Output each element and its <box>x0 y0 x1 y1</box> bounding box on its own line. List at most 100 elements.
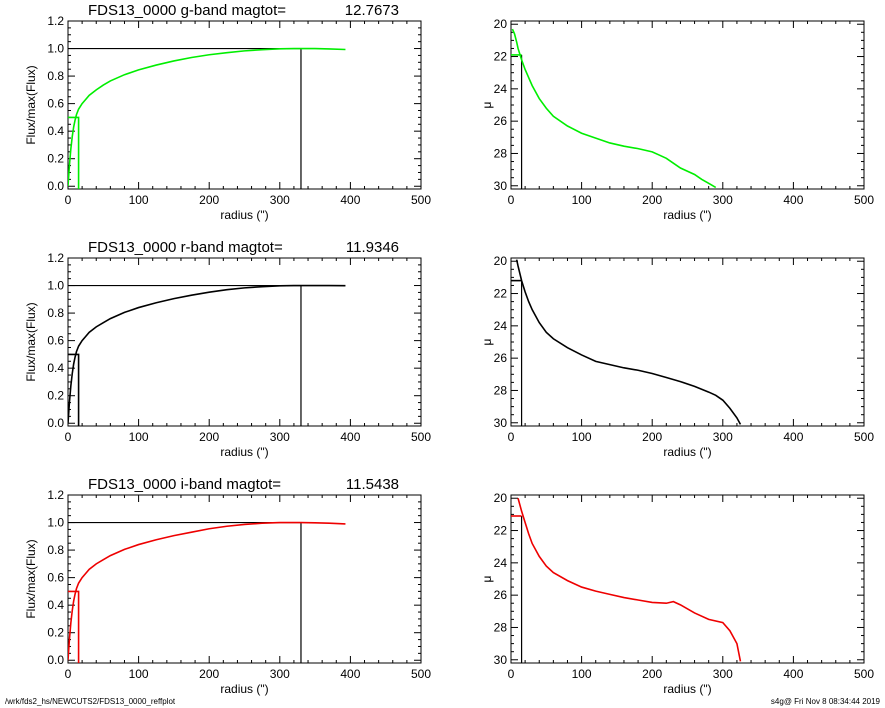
panel-5-y-tick-label: 0.4 <box>47 598 64 612</box>
panel-2-y-tick-label: 30 <box>494 179 508 193</box>
panel-5-x-tick-label: 300 <box>270 667 290 681</box>
panel-1-x-axis-label: radius (") <box>220 208 268 222</box>
panel-1-x-tick-label: 200 <box>199 193 219 207</box>
panel-4-x-tick-label: 200 <box>642 430 662 444</box>
panel-6-x-tick-label: 100 <box>572 667 592 681</box>
panel-3-x-tick-label: 300 <box>270 430 290 444</box>
panel-6-x-tick-label: 500 <box>854 667 874 681</box>
panel-1-y-tick-label: 0.8 <box>47 69 64 83</box>
panel-1-x-tick-label: 100 <box>129 193 149 207</box>
panel-3-total-flux-marker <box>68 284 302 426</box>
panel-5-x-tick-label: 100 <box>129 667 149 681</box>
panel-1-y-tick-label: 0.2 <box>47 152 64 166</box>
panel-4-x-tick-label: 100 <box>572 430 592 444</box>
panel-6-x-tick-label: 400 <box>783 667 803 681</box>
panel-2-x-tick-label: 200 <box>642 193 662 207</box>
panel-4-profile-line <box>515 259 742 425</box>
panel-5-y-tick-label: 0.2 <box>47 626 64 640</box>
panel-4-axes-frame <box>510 257 865 427</box>
panel-3-x-tick-label: 200 <box>199 430 219 444</box>
panel-1-y-tick-label: 0.4 <box>47 124 64 138</box>
panel-3-axes-frame <box>67 257 422 427</box>
panel-4-x-tick-label: 0 <box>508 430 515 444</box>
panel-2-x-axis-label: radius (") <box>663 208 711 222</box>
panel-3-y-tick-label: 0.2 <box>47 389 64 403</box>
panel-1-title-value: 12.7673 <box>345 2 399 19</box>
panel-2-y-tick-label: 20 <box>494 17 508 31</box>
panel-1-y-axis-label: Flux/max(Flux) <box>24 65 38 144</box>
panel-5-axes-frame <box>67 494 422 664</box>
panel-6-profile-line <box>517 498 742 662</box>
panel-4-y-tick-label: 26 <box>494 351 508 365</box>
panel-6-y-tick-label: 26 <box>494 588 508 602</box>
panel-6-x-tick-label: 0 <box>508 667 515 681</box>
panel-6-y-tick-label: 30 <box>494 653 508 667</box>
panel-2-y-tick-label: 24 <box>494 82 508 96</box>
panel-6-x-axis-label: radius (") <box>663 682 711 696</box>
panel-1-x-tick-label: 300 <box>270 193 290 207</box>
panel-3-title: FDS13_0000 r-band magtot= <box>88 239 283 256</box>
panel-4-x-tick-label: 400 <box>783 430 803 444</box>
panel-2-y-tick-label: 26 <box>494 114 508 128</box>
panel-4-y-tick-label: 22 <box>494 287 508 301</box>
panel-5-x-tick-label: 400 <box>340 667 360 681</box>
panel-2-axes-frame <box>510 20 865 190</box>
panel-5-x-tick-label: 200 <box>199 667 219 681</box>
panel-2-x-tick-label: 100 <box>572 193 592 207</box>
panel-6-y-tick-label: 28 <box>494 620 508 634</box>
panel-5-half-light-marker <box>68 590 80 663</box>
panel-5-y-tick-label: 0.6 <box>47 571 64 585</box>
panel-3-y-tick-label: 0.8 <box>47 306 64 320</box>
panel-3-x-tick-label: 500 <box>411 430 431 444</box>
panel-4-x-tick-label: 500 <box>854 430 874 444</box>
panel-3-x-tick-label: 400 <box>340 430 360 444</box>
panel-1-y-tick-label: 1.2 <box>47 14 64 28</box>
panel-4-y-tick-label: 24 <box>494 319 508 333</box>
panel-5-x-axis-label: radius (") <box>220 682 268 696</box>
panel-5-title-value: 11.5438 <box>346 476 399 493</box>
panel-1-title: FDS13_0000 g-band magtot= <box>88 2 286 19</box>
panel-4-x-tick-label: 300 <box>713 430 733 444</box>
panel-3-y-tick-label: 0.6 <box>47 334 64 348</box>
panel-4-y-axis-label: μ <box>480 338 494 345</box>
panel-4-y-tick-label: 28 <box>494 383 508 397</box>
panel-5-y-tick-label: 1.2 <box>47 488 64 502</box>
panel-3-x-axis-label: radius (") <box>220 445 268 459</box>
panel-1-x-tick-label: 500 <box>411 193 431 207</box>
panel-2-y-axis-label: μ <box>480 101 494 108</box>
panel-3-y-tick-label: 1.0 <box>47 279 64 293</box>
panel-5-total-flux-marker <box>68 521 302 663</box>
panel-1-total-flux-marker <box>68 47 302 189</box>
panel-6-y-axis-label: μ <box>480 575 494 582</box>
panel-5-profile-line <box>68 521 346 661</box>
panel-5-x-tick-label: 500 <box>411 667 431 681</box>
panel-3-x-tick-label: 0 <box>65 430 72 444</box>
panel-4-x-axis-label: radius (") <box>663 445 711 459</box>
panel-1-y-tick-label: 0.0 <box>47 179 64 193</box>
panel-3-title-value: 11.9346 <box>346 239 399 256</box>
panel-5-y-tick-label: 0.0 <box>47 653 64 667</box>
panel-3-profile-line <box>68 284 346 424</box>
panel-3-x-tick-label: 100 <box>129 430 149 444</box>
panel-1-y-tick-label: 1.0 <box>47 42 64 56</box>
panel-2-x-tick-label: 400 <box>783 193 803 207</box>
panel-5-y-tick-label: 0.8 <box>47 543 64 557</box>
panel-3-half-light-marker <box>68 353 80 426</box>
panel-1-x-tick-label: 0 <box>65 193 72 207</box>
panel-2-profile-line <box>511 28 717 189</box>
panel-6-y-tick-label: 22 <box>494 524 508 538</box>
panel-4-y-tick-label: 30 <box>494 416 508 430</box>
panel-5-y-axis-label: Flux/max(Flux) <box>24 539 38 618</box>
panel-6-y-tick-label: 24 <box>494 556 508 570</box>
panel-1-half-light-marker <box>68 116 80 189</box>
panel-4-y-tick-label: 20 <box>494 254 508 268</box>
panel-2-y-tick-label: 28 <box>494 146 508 160</box>
panel-1-x-tick-label: 400 <box>340 193 360 207</box>
panel-6-x-tick-label: 200 <box>642 667 662 681</box>
panel-2-y-tick-label: 22 <box>494 50 508 64</box>
panel-1-axes-frame <box>67 20 422 190</box>
panel-2-x-tick-label: 0 <box>508 193 515 207</box>
panel-6-y-tick-label: 20 <box>494 491 508 505</box>
panel-1-profile-line <box>68 47 346 187</box>
